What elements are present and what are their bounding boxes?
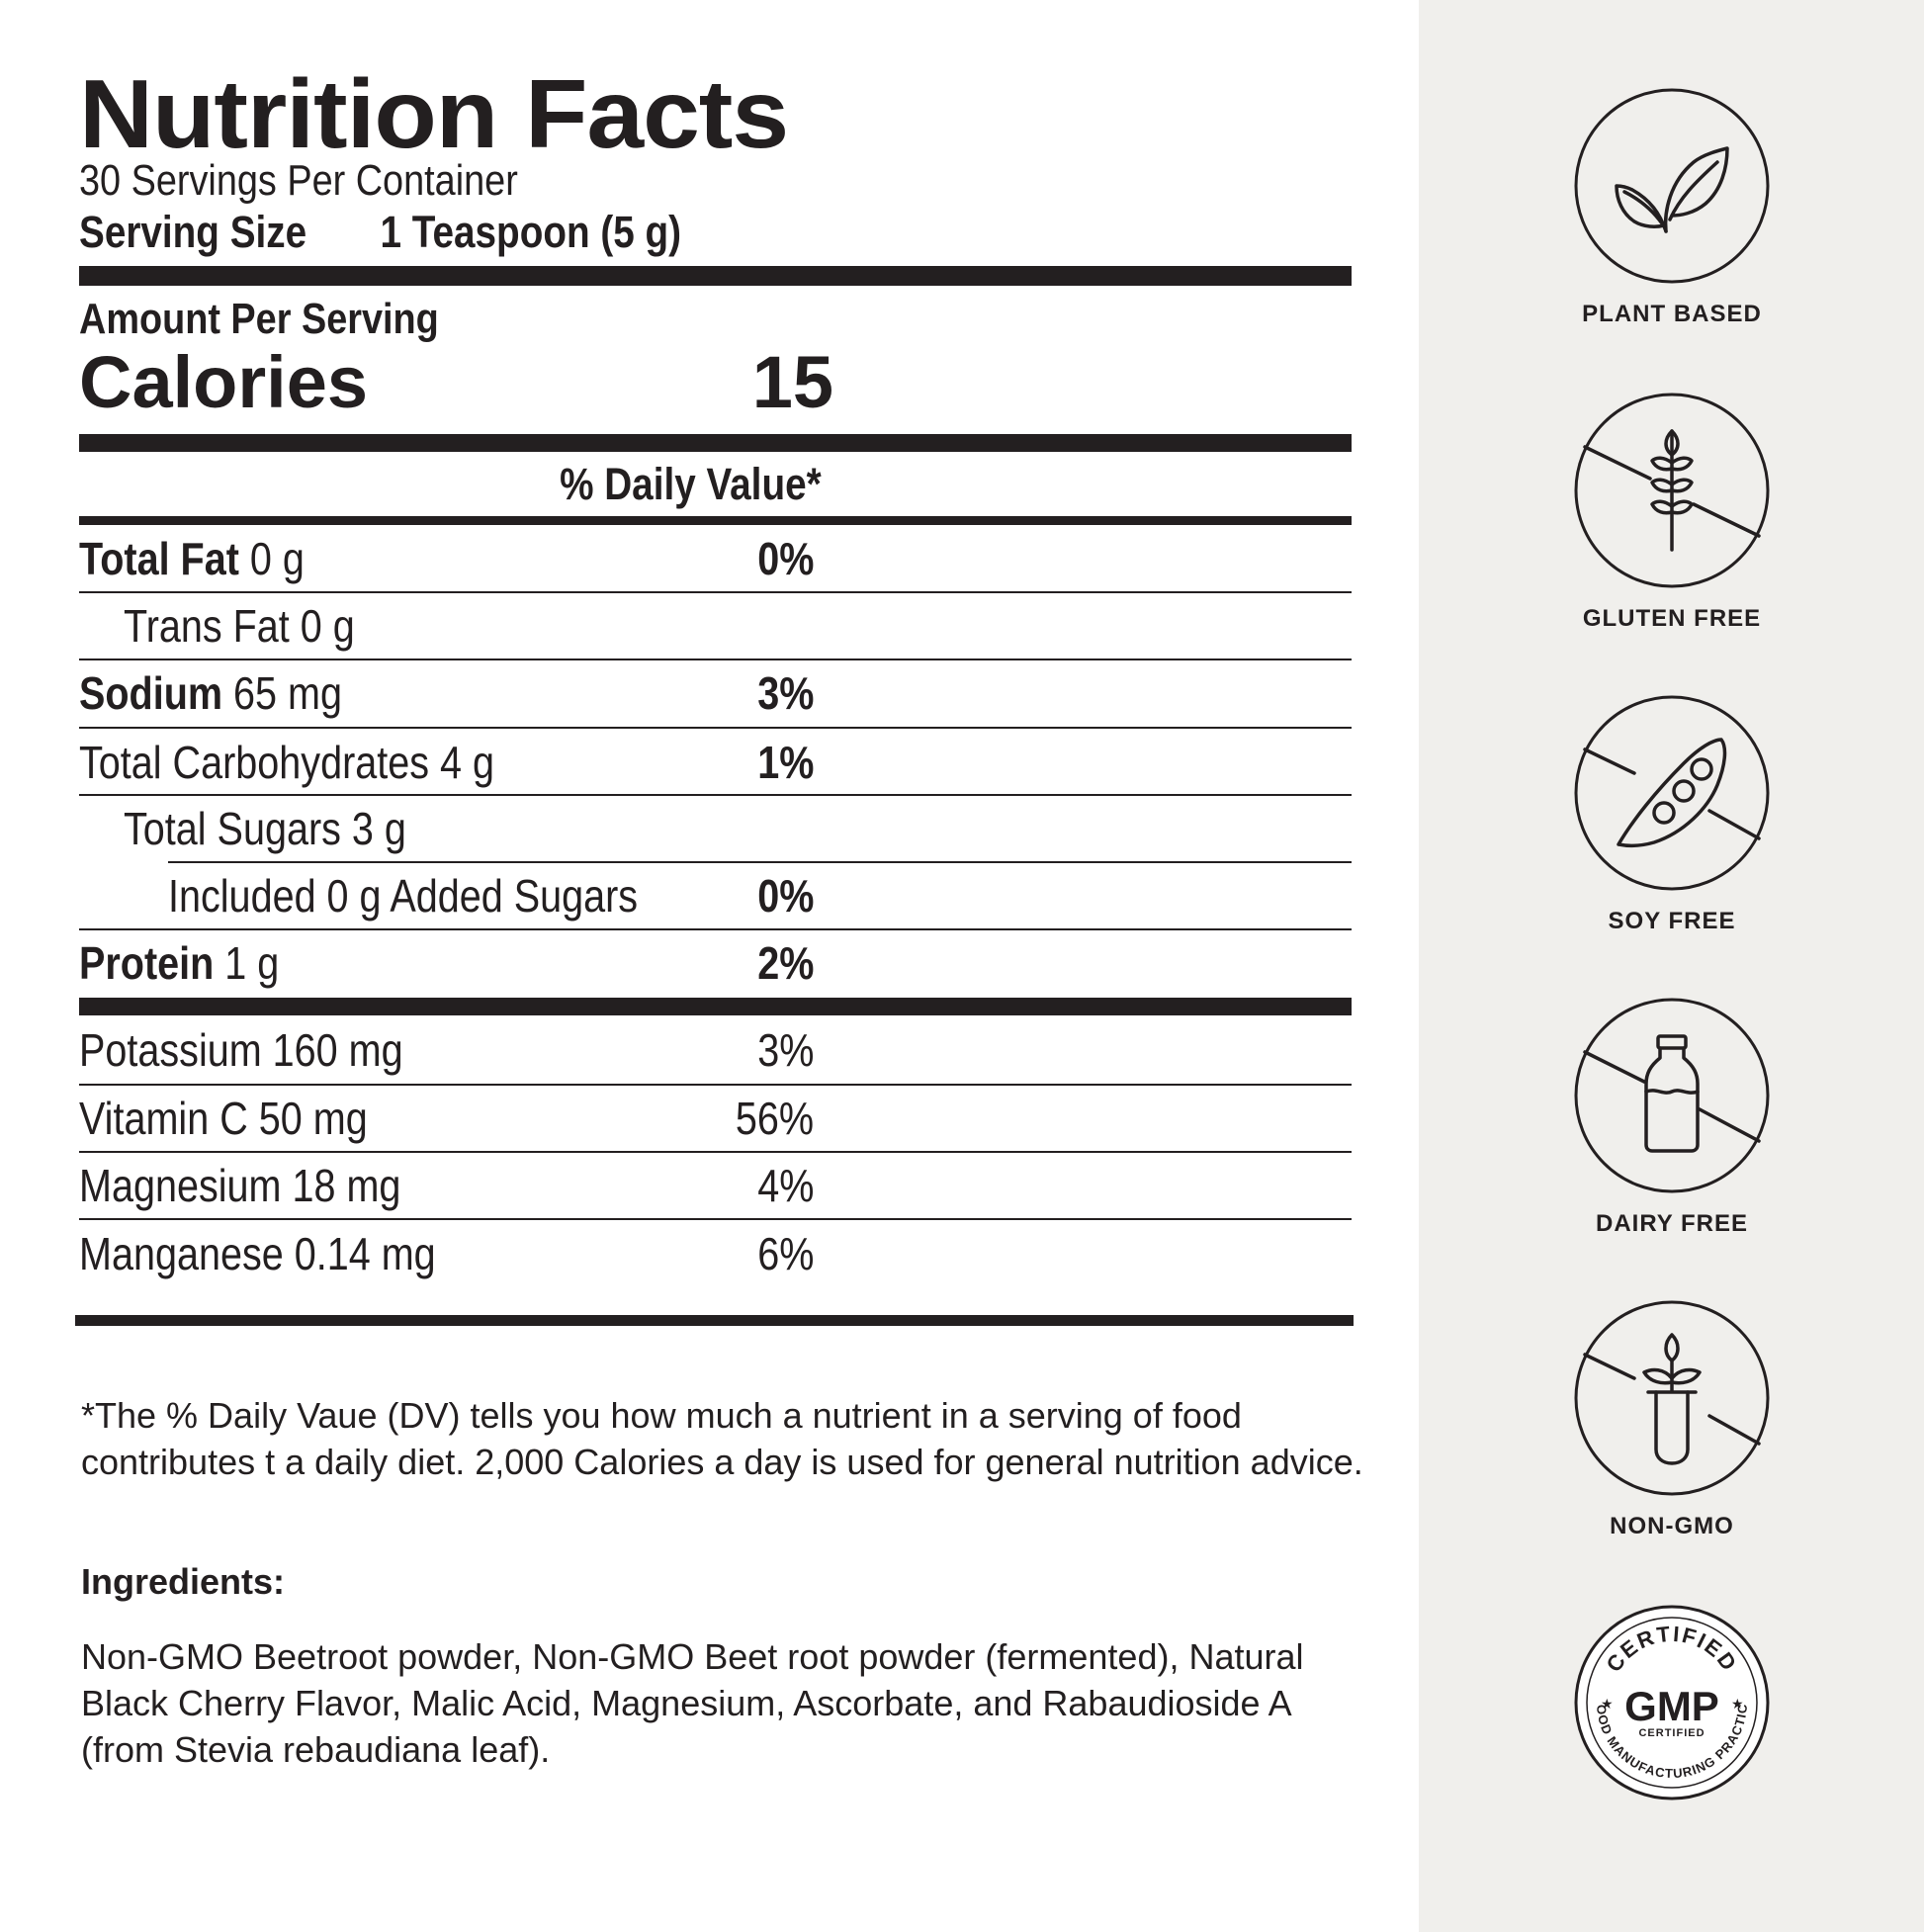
- milk-bottle-crossed-icon: [1573, 997, 1771, 1194]
- nutrient-amount: Total Sugars 3 g: [124, 803, 406, 854]
- mineral-label: Vitamin C 50 mg: [79, 1093, 368, 1144]
- nutrient-amount: Included 0 g Added Sugars: [168, 870, 639, 922]
- badge-label: SOY FREE: [1608, 908, 1736, 934]
- servings-per-container: 30 Servings Per Container: [79, 156, 518, 205]
- serving-size-value: 1 Teaspoon (5 g): [380, 207, 682, 257]
- row-divider: [79, 928, 1352, 930]
- nutrient-dv: 0%: [756, 870, 814, 922]
- mineral-label: Manganese 0.14 mg: [79, 1228, 436, 1279]
- test-tube-plant-crossed-icon: [1573, 1299, 1771, 1497]
- thick-divider: [79, 998, 1352, 1015]
- row-divider: [79, 1084, 1352, 1086]
- thick-divider: [79, 434, 1352, 452]
- gmp-seal-icon: CERTIFIED GOOD MANUFACTURING PRACTICE ★ …: [1567, 1592, 1771, 1801]
- nutrient-dv: 3%: [756, 667, 814, 719]
- row-divider: [168, 861, 1352, 863]
- nutrition-facts-panel: Nutrition Facts 30 Servings Per Containe…: [75, 59, 1363, 1770]
- nutrient-name: Sodium: [79, 667, 223, 719]
- serving-size-row: Serving Size 1 Teaspoon (5 g): [79, 207, 681, 257]
- calories-value: 15: [751, 341, 833, 423]
- svg-text:★: ★: [1731, 1696, 1744, 1712]
- nutrient-dv: 1%: [756, 737, 814, 788]
- badge-label: GLUTEN FREE: [1582, 605, 1762, 632]
- thick-divider: [79, 266, 1352, 286]
- bottom-divider: [75, 1315, 1354, 1326]
- nutrient-amount: Total Carbohydrates 4 g: [79, 737, 495, 788]
- svg-text:★: ★: [1601, 1696, 1614, 1712]
- amount-per-serving: Amount Per Serving: [79, 295, 439, 343]
- nutrient-amount: 0 g: [238, 533, 305, 584]
- nutrient-amount: Trans Fat 0 g: [124, 600, 355, 652]
- badge-label: DAIRY FREE: [1595, 1210, 1749, 1237]
- mineral-label: Potassium 160 mg: [79, 1024, 403, 1076]
- badge-label: NON-GMO: [1610, 1513, 1734, 1539]
- gmp-mark: GMP: [1624, 1683, 1719, 1729]
- soy-pod-crossed-icon: [1573, 694, 1771, 892]
- page-title: Nutrition Facts: [79, 59, 789, 168]
- daily-value-header: % Daily Value*: [560, 459, 822, 509]
- nutrient-dv: 2%: [756, 937, 814, 989]
- row-divider: [79, 1151, 1352, 1153]
- badge-label: PLANT BASED: [1582, 301, 1762, 327]
- row-divider: [79, 591, 1352, 593]
- nutrient-name: Protein: [79, 937, 215, 989]
- row-divider: [79, 727, 1352, 729]
- daily-value-footnote: *The % Daily Vaue (DV) tells you how muc…: [81, 1395, 1363, 1482]
- nutrient-dv: 0%: [756, 533, 814, 584]
- row-divider: [79, 794, 1352, 796]
- nutrient-amount: 1 g: [214, 937, 280, 989]
- wheat-crossed-icon: [1573, 392, 1771, 589]
- mineral-dv: 3%: [756, 1024, 814, 1076]
- row-divider: [79, 659, 1352, 660]
- mineral-dv: 56%: [735, 1093, 814, 1144]
- ingredients-text: Non-GMO Beetroot powder, Non-GMO Beet ro…: [81, 1636, 1304, 1770]
- nutrient-amount: 65 mg: [222, 667, 343, 719]
- leaf-icon: [1573, 87, 1771, 285]
- gmp-sub: CERTIFIED: [1638, 1727, 1705, 1739]
- medium-divider: [79, 516, 1352, 525]
- serving-size-label: Serving Size: [79, 207, 307, 257]
- mineral-dv: 4%: [756, 1160, 814, 1211]
- ingredients-heading: Ingredients:: [81, 1561, 286, 1602]
- row-divider: [79, 1218, 1352, 1220]
- nutrient-name: Total Fat: [79, 533, 239, 584]
- calories-label: Calories: [79, 341, 369, 423]
- mineral-label: Magnesium 18 mg: [79, 1160, 401, 1211]
- mineral-dv: 6%: [756, 1228, 814, 1279]
